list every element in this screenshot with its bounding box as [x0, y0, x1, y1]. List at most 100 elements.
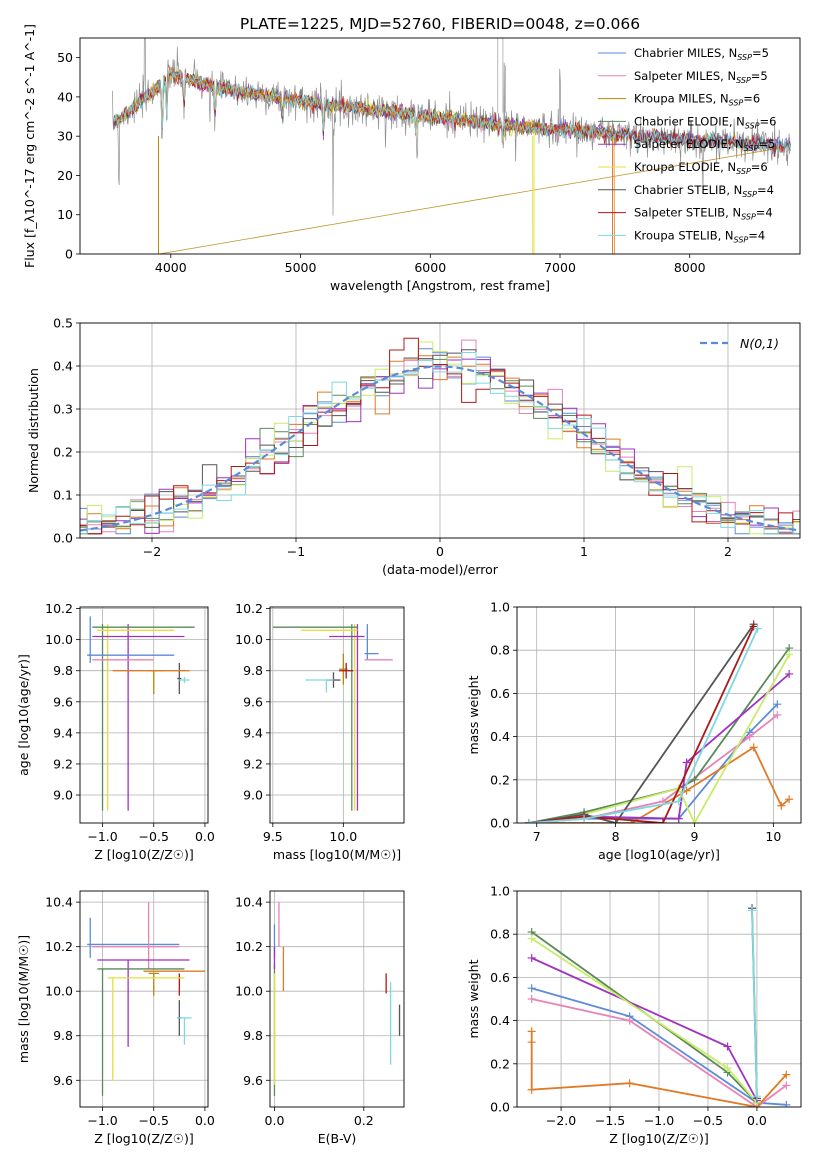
y-tick-label: 10.0: [45, 632, 73, 647]
spectrum-line-orange: [113, 66, 615, 254]
x-tick-label: 8: [612, 829, 620, 844]
x-axis-label: (data-model)/error: [382, 562, 499, 577]
x-axis-label: Z [log10(Z/Z☉)]: [94, 1131, 194, 1146]
axes-frame: [516, 890, 802, 1108]
y-tick-label: 0: [65, 247, 73, 262]
x-tick-label: 0.2: [354, 1113, 374, 1128]
axes-frame: [269, 890, 405, 1108]
x-tick-label: 0.0: [195, 1113, 215, 1128]
panel-massweight_vs_age: 7 8 9 10 0.0 0.2 0.4 0.6 0.8 1.0 age [log10(age/yr…: [466, 600, 802, 862]
x-tick-label: 9: [691, 829, 699, 844]
y-tick-label: 1.0: [490, 600, 510, 615]
y-tick-label: 10: [57, 207, 73, 222]
data-point: [177, 662, 182, 695]
axes-frame: [79, 322, 801, 539]
series-marker: [527, 1085, 536, 1094]
x-tick-label: 10.0: [329, 829, 357, 844]
series-marker: [682, 758, 691, 767]
x-tick-label: −1: [287, 544, 305, 559]
histogram-c9: [80, 352, 800, 535]
y-tick-label: 0.8: [490, 643, 510, 658]
series-marker: [773, 700, 782, 709]
histogram-c7: [80, 349, 800, 535]
panel-mass_vs_EBV: 0.0 0.2 9.6 9.8 10.0 10.2 10.4 E(B-V): [235, 890, 405, 1146]
x-tick-label: 0.0: [195, 829, 215, 844]
axes-frame: [516, 606, 802, 824]
axes-frame: [269, 606, 405, 824]
y-tick-label: 0.0: [490, 1100, 510, 1115]
y-tick-label: 20: [57, 168, 73, 183]
axes-frame: [79, 606, 209, 824]
series-marker: [749, 743, 758, 752]
series-line-c9: [528, 628, 759, 823]
x-tick-label: 5000: [285, 260, 317, 275]
data-point: [305, 679, 334, 693]
x-axis-label: E(B-V): [318, 1131, 357, 1146]
series-marker: [753, 624, 762, 633]
y-tick-label: 0.2: [490, 772, 510, 787]
y-tick-label: 0.8: [490, 927, 510, 942]
y-tick-label: 10.2: [235, 601, 263, 616]
axes-frame: [79, 890, 209, 1108]
data-point: [179, 676, 190, 684]
series-line-orange: [528, 746, 790, 823]
y-axis-label: Flux [f_λ10^-17 erg cm^-2 s^-1 A^-1]: [22, 24, 37, 268]
series-marker: [752, 1092, 761, 1101]
series-marker: [785, 795, 794, 804]
panel-mass_vs_Z: −1.0 −0.5 0.0 9.6 9.8 10.0 10.2 10.4 Z [log10(Z/…: [16, 890, 215, 1146]
y-tick-label: 0.0: [53, 531, 73, 546]
series-line-c1: [531, 987, 787, 1106]
y-axis-label: Normed distribution: [26, 368, 41, 493]
y-tick-label: 9.6: [53, 1073, 73, 1088]
x-axis-label: Z [log10(Z/Z☉)]: [94, 847, 194, 862]
histogram-c5: [80, 358, 800, 535]
series-marker: [674, 797, 683, 806]
histogram-c8: [80, 337, 800, 535]
series-marker: [773, 711, 782, 719]
series-marker: [785, 669, 794, 678]
y-tick-label: 9.0: [243, 788, 263, 803]
y-tick-label: 9.2: [53, 756, 73, 771]
x-tick-label: 6000: [414, 260, 446, 275]
x-tick-label: −0.5: [139, 829, 169, 844]
x-tick-label: 4000: [155, 260, 187, 275]
panel-spectrum: 4000 5000 6000 7000 8000 0 10 20 30 40 50 wavelengt…: [22, 24, 801, 293]
series-marker: [527, 995, 536, 1003]
series-marker: [723, 1064, 732, 1073]
y-axis-label: mass [log10(M/M☉)]: [16, 935, 31, 1063]
spectrum-legend: Chabrier MILES, NSSP=5 Salpeter MILES, NS…: [598, 46, 776, 244]
x-tick-label: 0.0: [747, 1113, 767, 1128]
x-axis-label: age [log10(age/yr)]: [598, 847, 720, 862]
data-point: [148, 972, 159, 996]
y-tick-label: 40: [57, 89, 73, 104]
y-tick-label: 0.2: [53, 445, 73, 460]
series-line-c4: [531, 931, 758, 1104]
legend-entry-4: Chabrier ELODIE, NSSP=6: [634, 114, 776, 130]
series-marker: [625, 1079, 634, 1088]
x-axis-label: mass [log10(M/M☉)]: [273, 847, 401, 862]
legend-entry-7: Chabrier STELIB, NSSP=4: [634, 183, 774, 199]
y-tick-label: 10.4: [235, 895, 263, 910]
x-tick-label: 9.5: [263, 829, 283, 844]
data-point: [177, 1017, 192, 1045]
series-marker: [690, 819, 699, 823]
x-tick-label: −2.0: [546, 1113, 576, 1128]
y-tick-label: 10.2: [235, 939, 263, 954]
legend-entry-3: Kroupa MILES, NSSP=6: [634, 92, 760, 108]
y-tick-label: 10.4: [45, 895, 73, 910]
series-marker: [580, 814, 589, 823]
series-marker: [782, 1081, 791, 1090]
y-tick-label: 9.8: [53, 1028, 73, 1043]
y-tick-label: 9.4: [243, 725, 263, 740]
legend-entry-2: Salpeter MILES, NSSP=5: [634, 69, 768, 85]
series-marker: [723, 1042, 732, 1051]
y-axis-label: age [log10(age/yr)]: [16, 654, 31, 776]
series-line-c9: [751, 910, 758, 1097]
plot-area-age_vs_Z: [87, 616, 195, 811]
data-point: [148, 670, 164, 695]
series-line-c2: [531, 998, 787, 1107]
axes-frame: [79, 37, 801, 255]
gaussian-curve: [80, 365, 800, 532]
series-marker: [745, 732, 754, 741]
x-tick-label: −1.5: [595, 1113, 625, 1128]
